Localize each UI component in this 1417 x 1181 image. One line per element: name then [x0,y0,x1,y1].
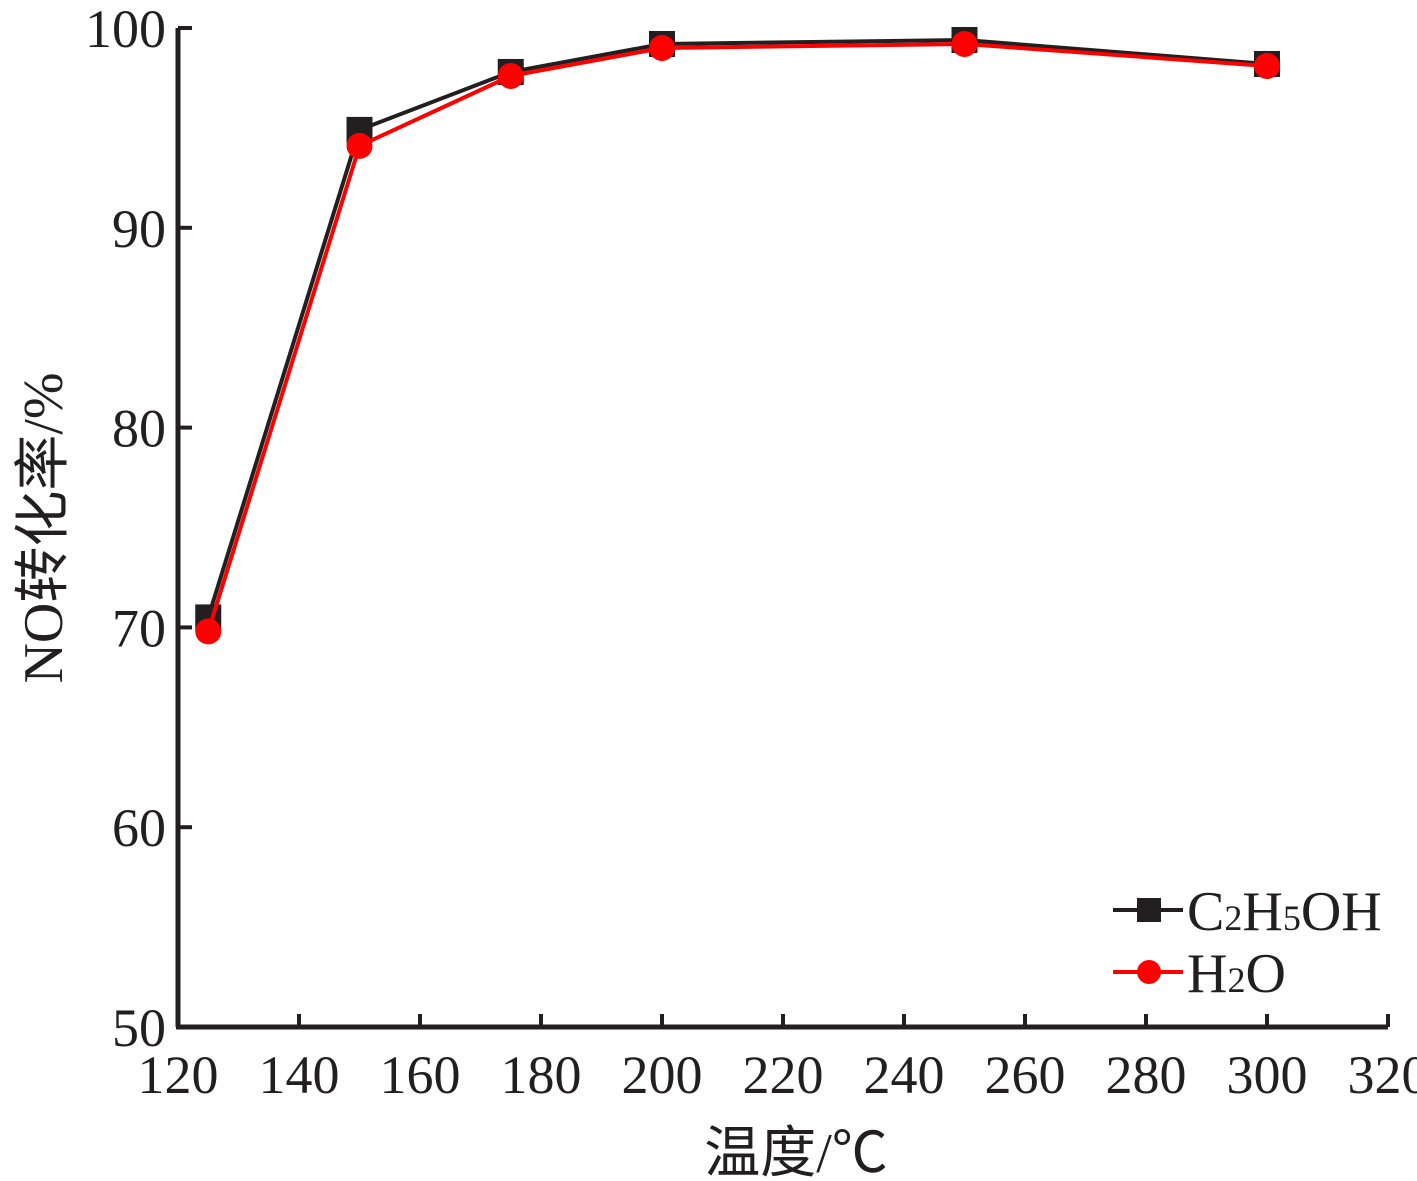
legend-label: H2O [1187,943,1286,1005]
legend-marker-square [1137,898,1161,922]
y-axis-ticks: 50 60 70 80 90 100 [85,0,192,1058]
series-line [206,37,1268,619]
x-tick-label: 200 [622,1045,703,1105]
data-point-circle [649,34,675,61]
x-tick-label: 300 [1227,1045,1308,1105]
x-tick-label: 260 [985,1045,1066,1105]
data-point-circle [951,30,978,57]
x-tick-label: 240 [864,1045,945,1105]
series-c2h5oh [195,26,1280,631]
data-point-circle [346,132,373,159]
axes [175,28,1388,1030]
x-tick-label: 220 [743,1045,824,1105]
x-axis-ticks: 120 140 160 180 200 220 240 260 280 300 320 [138,1014,1417,1105]
x-tick-label: 160 [380,1045,461,1105]
y-tick-label: 50 [112,998,166,1058]
x-tick-label: 320 [1348,1045,1417,1105]
y-tick-label: 90 [112,199,166,259]
x-tick-label: 140 [259,1045,340,1105]
data-point-circle [195,618,222,645]
y-tick-label: 80 [112,399,166,459]
x-tick-label: 280 [1106,1045,1187,1105]
y-axis-title: NO转化率/% [13,372,75,683]
legend-label: C2H5OH [1187,881,1382,943]
data-point-circle [1254,52,1280,79]
y-tick-label: 70 [112,598,166,658]
legend-marker-circle [1137,960,1161,984]
x-axis-title: 温度/℃ [704,1123,888,1181]
legend-item: H2O [1113,943,1286,1005]
y-tick-label: 100 [85,0,166,59]
data-point-circle [497,62,524,89]
series-layer [195,26,1280,645]
y-tick-label: 60 [112,798,166,858]
series-h2o [195,30,1280,645]
series-line [206,41,1268,632]
x-tick-label: 120 [138,1045,219,1105]
x-tick-label: 180 [501,1045,582,1105]
legend-item: C2H5OH [1113,881,1382,943]
